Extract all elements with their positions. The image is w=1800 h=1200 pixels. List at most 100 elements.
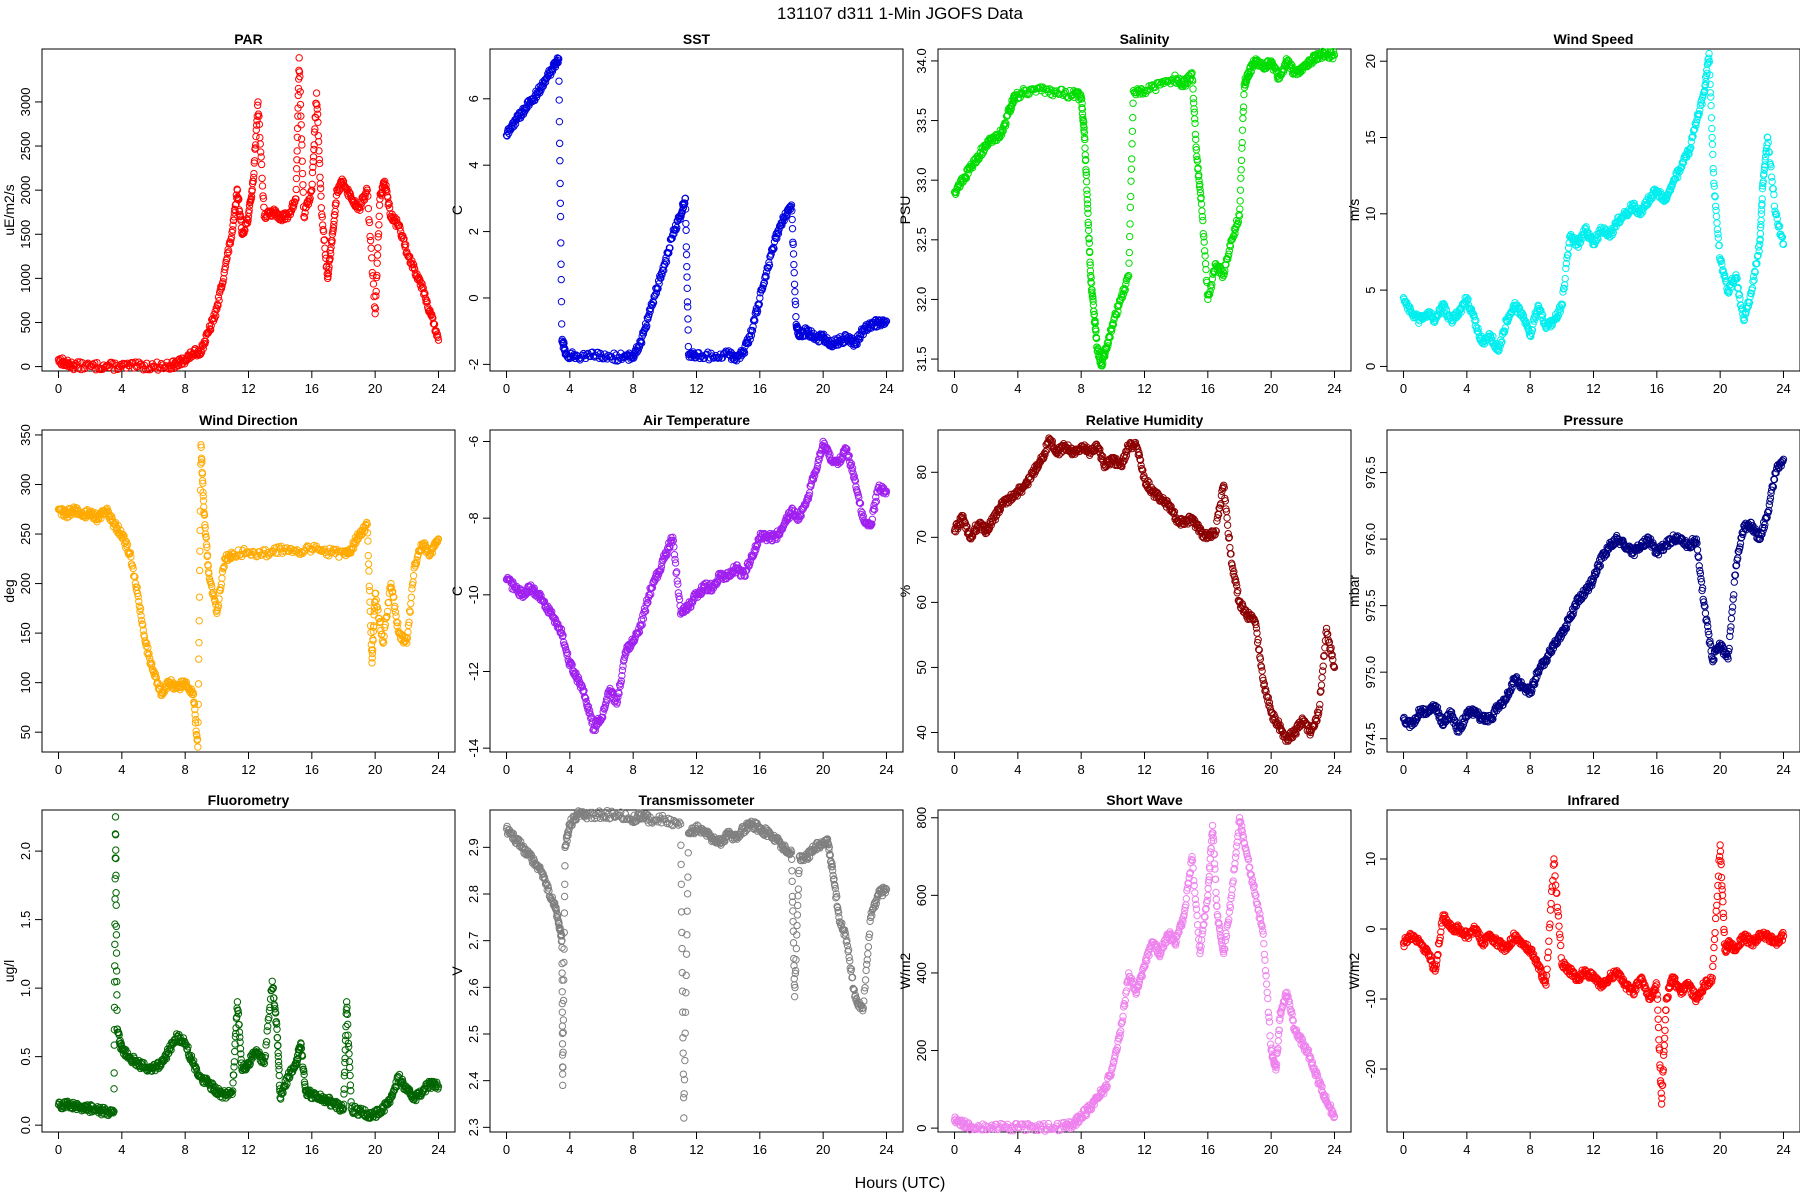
data-point [1082, 178, 1091, 186]
data-point [223, 249, 232, 257]
data-point [1084, 209, 1092, 217]
data-point [293, 124, 302, 133]
data-point [1594, 235, 1602, 243]
data-point [259, 192, 267, 200]
data-point [364, 560, 373, 568]
y-axis-label: deg [1, 579, 17, 602]
data-point [1086, 267, 1095, 275]
data-point [1080, 128, 1089, 137]
data-point [1712, 206, 1720, 215]
x-tick-label: 12 [1586, 762, 1600, 777]
y-tick-label: 70 [914, 530, 929, 544]
data-point [326, 254, 334, 263]
data-point [218, 282, 226, 290]
y-tick-label: 350 [18, 424, 33, 446]
data-point [662, 258, 671, 266]
panel-title: Wind Direction [199, 412, 298, 428]
data-point [1192, 135, 1200, 144]
data-point [1127, 192, 1135, 201]
data-point [218, 574, 226, 582]
data-point [1238, 138, 1246, 147]
x-tick-label: 16 [1201, 762, 1215, 777]
data-point [1769, 185, 1778, 193]
data-point [1710, 182, 1718, 190]
data-point [1318, 673, 1326, 682]
data-point [1764, 138, 1772, 147]
data-point [1078, 99, 1086, 108]
data-point [312, 89, 321, 97]
data-point [1747, 289, 1755, 298]
data-point [1189, 85, 1197, 93]
y-tick-label: 33.0 [914, 168, 929, 193]
y-axis-label: m/s [1346, 199, 1362, 222]
data-point [1696, 101, 1705, 110]
panel-title: Pressure [1564, 412, 1624, 428]
data-point [213, 305, 221, 313]
data-point [1201, 260, 1210, 268]
data-point [789, 240, 797, 249]
data-point [968, 163, 977, 172]
data-point [295, 54, 303, 62]
data-point [1195, 176, 1203, 185]
data-point [1025, 90, 1033, 98]
data-point [236, 212, 245, 221]
data-point [195, 655, 203, 663]
data-point [110, 366, 118, 374]
data-point [1083, 190, 1091, 199]
data-point [418, 283, 427, 291]
data-point [668, 234, 676, 242]
data-point [316, 184, 325, 193]
data-point [1087, 274, 1095, 282]
data-point [308, 180, 316, 189]
data-point [1075, 91, 1084, 99]
data-point [1609, 228, 1617, 237]
data-point [299, 188, 307, 196]
data-point [258, 182, 267, 190]
data-point [1236, 186, 1245, 194]
data-point [1045, 85, 1054, 93]
data-point [1204, 295, 1212, 304]
data-point [1126, 220, 1134, 228]
data-point [1638, 208, 1647, 216]
data-point [1527, 329, 1536, 337]
data-point [1104, 342, 1112, 350]
data-point [418, 280, 426, 288]
data-point [1438, 304, 1447, 313]
x-tick-label: 24 [431, 381, 445, 396]
data-point [373, 271, 381, 280]
y-tick-label: 3000 [18, 87, 33, 116]
data-point [1002, 119, 1010, 128]
data-point [1198, 207, 1206, 215]
y-tick-label: 2000 [18, 176, 33, 205]
data-point [1236, 205, 1244, 213]
x-tick-label: 4 [118, 762, 125, 777]
data-point [555, 139, 564, 148]
data-point [369, 280, 378, 288]
data-point [1199, 230, 1208, 238]
data-point [321, 251, 330, 259]
x-tick-label: 24 [1327, 762, 1341, 777]
data-point [1035, 84, 1044, 93]
x-tick-label: 24 [431, 762, 445, 777]
data-point [1468, 308, 1476, 316]
data-point [255, 120, 264, 129]
data-point [666, 244, 674, 252]
data-point [1754, 251, 1762, 260]
data-point [1706, 80, 1714, 89]
data-point [673, 224, 681, 232]
data-point [316, 180, 325, 188]
data-point [364, 537, 372, 545]
data-point [765, 261, 774, 269]
data-point [1538, 311, 1547, 320]
data-point [365, 218, 374, 227]
data-point [683, 262, 691, 271]
data-point [1530, 317, 1538, 325]
data-point [423, 298, 431, 306]
data-point [308, 168, 317, 177]
data-point [643, 322, 651, 330]
y-tick-label: 32.0 [914, 287, 929, 312]
